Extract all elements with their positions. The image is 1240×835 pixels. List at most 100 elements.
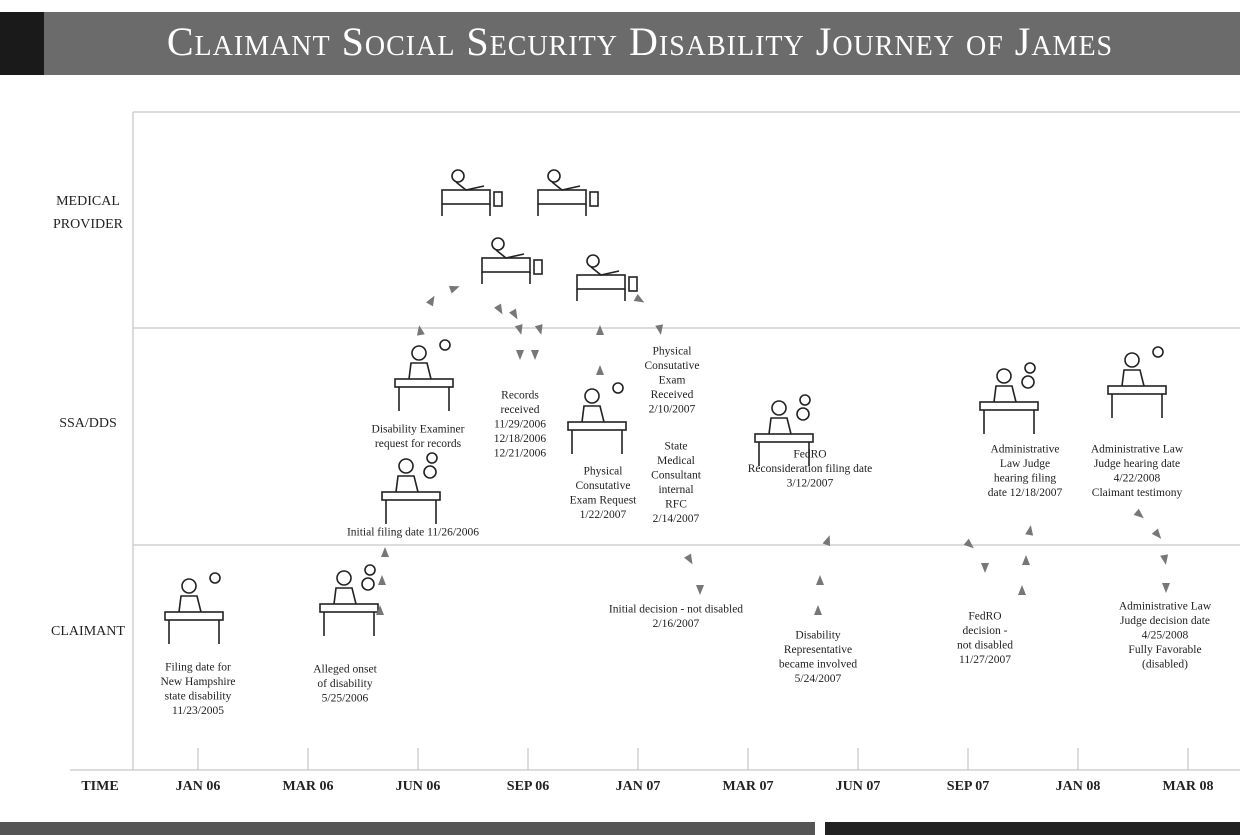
- nightstand: [629, 277, 637, 291]
- event-label: internal: [658, 484, 693, 496]
- event-label: 12/18/2006: [494, 433, 547, 445]
- desk: [395, 379, 453, 387]
- event-label: Disability Examiner: [372, 424, 465, 436]
- event-label: Exam: [659, 375, 686, 387]
- month-label: JAN 06: [176, 779, 221, 794]
- month-label: SEP 06: [507, 779, 549, 794]
- arrowhead: [378, 575, 386, 585]
- arrowhead: [814, 605, 822, 615]
- event-label: became involved: [779, 659, 857, 671]
- arrowhead: [823, 534, 834, 546]
- arrowhead: [515, 324, 525, 336]
- clock: [365, 565, 375, 575]
- event-label: 2/16/2007: [653, 618, 700, 630]
- body: [334, 588, 356, 604]
- event-label: Consutative: [576, 480, 631, 492]
- title-accent: [0, 12, 44, 75]
- meet-icon: [980, 363, 1038, 434]
- arrowhead: [449, 283, 461, 294]
- clock: [427, 453, 437, 463]
- event-label: 5/25/2006: [322, 693, 369, 705]
- bed-icon: [482, 238, 542, 284]
- bed-icon: [577, 255, 637, 301]
- arrowhead: [516, 350, 524, 360]
- grid: [70, 112, 1240, 770]
- event-label: 4/25/2008: [1142, 630, 1189, 642]
- event-label: decision -: [962, 625, 1007, 637]
- body: [409, 363, 431, 379]
- arrowhead: [981, 563, 989, 573]
- bed-icon: [442, 170, 502, 216]
- arrowhead: [684, 554, 696, 567]
- event-label: Initial filing date 11/26/2006: [347, 527, 479, 539]
- event-label: Consultant: [651, 470, 702, 482]
- event-label: FedRO: [968, 611, 1001, 623]
- event-label: Fully Favorable: [1128, 644, 1201, 656]
- event-label: Physical: [584, 466, 623, 478]
- meet-icon: [382, 453, 440, 524]
- event-label: Alleged onset: [313, 664, 377, 676]
- clock: [1153, 347, 1163, 357]
- head: [412, 346, 426, 360]
- head: [585, 389, 599, 403]
- month-label: MAR 06: [283, 779, 334, 794]
- event-label: Administrative: [991, 444, 1060, 456]
- arrowhead: [509, 309, 521, 322]
- arrowhead: [415, 324, 425, 335]
- arrowhead: [1162, 583, 1170, 593]
- footer-bar: [0, 822, 815, 835]
- event-label: 1/22/2007: [580, 509, 627, 521]
- arrowhead: [531, 350, 539, 360]
- nightstand: [494, 192, 502, 206]
- desk-icon: [1108, 347, 1166, 418]
- body: [552, 182, 580, 190]
- head2: [1022, 376, 1034, 388]
- arrowhead: [696, 585, 704, 595]
- head: [997, 369, 1011, 383]
- head: [548, 170, 560, 182]
- lane-label: MEDICAL: [56, 194, 120, 209]
- event-label: hearing filing: [994, 473, 1057, 485]
- body: [769, 418, 791, 434]
- desk: [165, 612, 223, 620]
- event-label: State: [665, 441, 688, 453]
- event-label: Judge decision date: [1120, 615, 1210, 627]
- body: [1122, 370, 1144, 386]
- arrowhead: [1134, 509, 1147, 522]
- clock: [210, 573, 220, 583]
- arrowhead: [494, 304, 506, 317]
- event-label: 2/10/2007: [649, 404, 696, 416]
- event-label: received: [501, 404, 540, 416]
- body: [582, 406, 604, 422]
- head2: [362, 578, 374, 590]
- clock: [613, 383, 623, 393]
- event-label: (disabled): [1142, 659, 1188, 671]
- head2: [797, 408, 809, 420]
- event-label: Exam Request: [570, 495, 638, 507]
- event-label: Physical: [653, 346, 692, 358]
- event-label: date 12/18/2007: [988, 487, 1063, 499]
- arrowhead: [655, 324, 665, 335]
- arrowhead: [535, 324, 545, 336]
- month-label: MAR 08: [1163, 779, 1214, 794]
- desk: [320, 604, 378, 612]
- arrowhead: [1022, 555, 1030, 565]
- body: [496, 250, 524, 258]
- nightstand: [534, 260, 542, 274]
- head: [587, 255, 599, 267]
- diagram: Claimant Social Security Disability Jour…: [0, 0, 1240, 835]
- event-label: Medical: [657, 455, 695, 467]
- body: [994, 386, 1016, 402]
- event-label: Consutative: [645, 360, 700, 372]
- bed: [538, 190, 586, 204]
- month-label: SEP 07: [947, 779, 989, 794]
- body: [179, 596, 201, 612]
- event-label: Filing date for: [165, 662, 231, 674]
- arrowhead: [816, 575, 824, 585]
- clock: [1025, 363, 1035, 373]
- event-label: state disability: [165, 691, 232, 703]
- event-label: Law Judge: [1000, 458, 1050, 470]
- lane-label: SSA/DDS: [59, 416, 117, 431]
- title: Claimant Social Security Disability Jour…: [167, 19, 1113, 64]
- desk-icon: [395, 340, 453, 411]
